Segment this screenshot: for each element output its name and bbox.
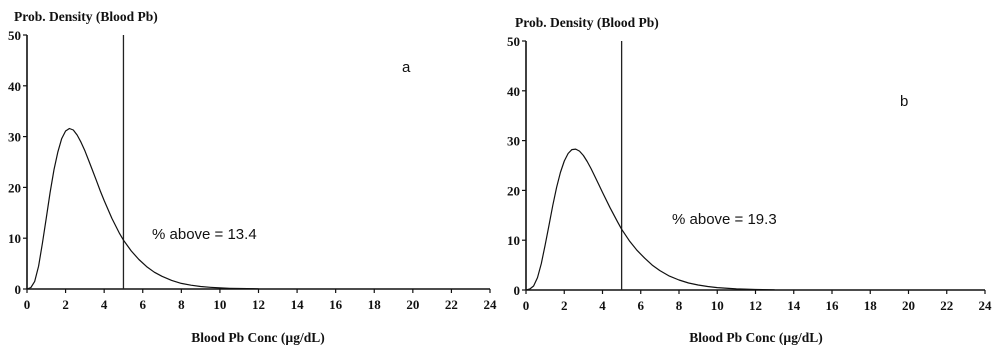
- y-tick-label: 40: [8, 79, 21, 94]
- x-tick-label: 8: [676, 298, 683, 313]
- x-tick-label: 6: [140, 297, 147, 312]
- x-tick-label: 10: [213, 297, 226, 312]
- y-tick-label: 20: [8, 180, 21, 195]
- x-tick-label: 4: [599, 298, 606, 313]
- chart-panel-a: Prob. Density (Blood Pb) Blood Pb Conc (…: [8, 9, 497, 345]
- x-tick-label: 22: [445, 297, 458, 312]
- y-tick-label: 50: [507, 34, 520, 49]
- y-tick-label: 10: [8, 231, 21, 246]
- x-tick-label: 6: [638, 298, 645, 313]
- x-tick-label: 16: [826, 298, 840, 313]
- x-tick-label: 12: [749, 298, 762, 313]
- x-tick-label: 24: [484, 297, 498, 312]
- y-tick-label: 30: [8, 130, 21, 145]
- percent-above-annotation: % above = 19.3: [672, 211, 777, 228]
- panel-label: a: [402, 59, 411, 76]
- y-tick-label: 20: [507, 183, 520, 198]
- x-tick-label: 16: [329, 297, 343, 312]
- x-tick-label: 18: [368, 297, 382, 312]
- density-curve: [525, 148, 775, 291]
- x-tick-label: 20: [406, 297, 419, 312]
- x-tick-label: 8: [178, 297, 185, 312]
- y-tick-label: 0: [15, 282, 22, 297]
- x-tick-label: 0: [523, 298, 530, 313]
- chart-panel-b: Prob. Density (Blood Pb) Blood Pb Conc (…: [507, 15, 992, 345]
- x-axis-label: Blood Pb Conc (µg/dL): [689, 330, 822, 345]
- x-tick-label: 4: [101, 297, 108, 312]
- x-tick-label: 2: [561, 298, 568, 313]
- y-tick-label: 40: [507, 84, 520, 99]
- x-tick-label: 0: [24, 297, 31, 312]
- x-tick-label: 22: [940, 298, 953, 313]
- panel-label: b: [900, 93, 908, 110]
- y-tick-label: 50: [8, 28, 21, 43]
- x-tick-label: 14: [291, 297, 305, 312]
- density-curve: [26, 127, 259, 290]
- x-tick-label: 2: [62, 297, 69, 312]
- x-tick-label: 10: [711, 298, 724, 313]
- y-axis-label: Prob. Density (Blood Pb): [14, 9, 158, 24]
- x-tick-label: 18: [864, 298, 878, 313]
- marks: [525, 41, 775, 291]
- x-tick-label: 14: [787, 298, 801, 313]
- y-tick-label: 0: [514, 283, 521, 298]
- axes: [525, 41, 985, 291]
- marks: [26, 35, 259, 290]
- x-axis-label: Blood Pb Conc (µg/dL): [191, 330, 324, 345]
- x-tick-label: 20: [902, 298, 915, 313]
- y-tick-label: 30: [507, 134, 520, 149]
- percent-above-annotation: % above = 13.4: [152, 226, 257, 243]
- x-tick-label: 24: [979, 298, 993, 313]
- axes: [26, 35, 490, 290]
- y-tick-label: 10: [507, 233, 520, 248]
- x-tick-label: 12: [252, 297, 265, 312]
- y-axis-label: Prob. Density (Blood Pb): [515, 15, 659, 30]
